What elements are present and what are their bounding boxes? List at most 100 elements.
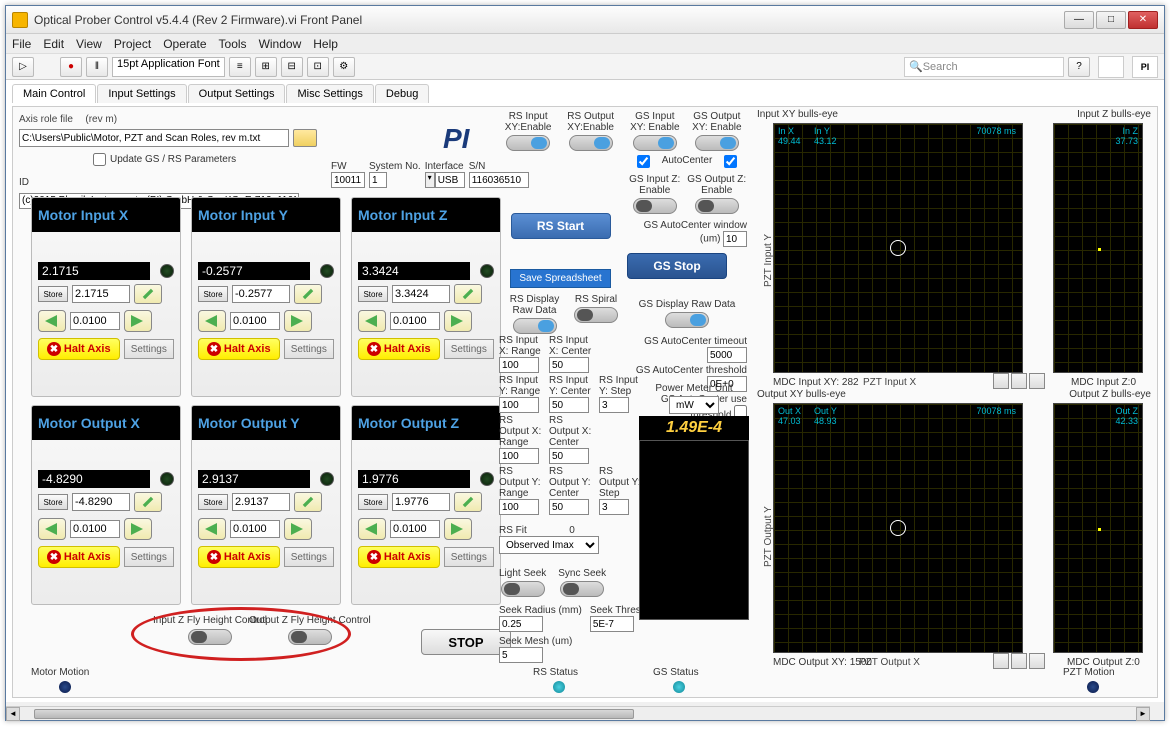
gs-ac-out-chk[interactable]	[724, 155, 737, 168]
stop-button[interactable]: STOP	[421, 629, 511, 655]
menu-edit[interactable]: Edit	[43, 37, 64, 51]
jog-right-button[interactable]	[444, 518, 472, 540]
font-selector[interactable]: 15pt Application Font	[112, 57, 225, 77]
halt-axis-button[interactable]: ✖Halt Axis	[38, 338, 120, 360]
menu-view[interactable]: View	[76, 37, 102, 51]
be-in-tool3[interactable]	[1029, 373, 1045, 389]
apply-icon[interactable]	[294, 492, 322, 512]
menu-operate[interactable]: Operate	[163, 37, 206, 51]
menu-project[interactable]: Project	[114, 37, 151, 51]
inz-fly-toggle[interactable]	[188, 629, 232, 645]
search-input[interactable]: 🔍 Search	[904, 57, 1064, 77]
rs-inx-c[interactable]	[549, 357, 589, 373]
rs-inx-r[interactable]	[499, 357, 539, 373]
jog-right-button[interactable]	[284, 310, 312, 332]
align-button-3[interactable]: ⊟	[281, 57, 303, 77]
store-button[interactable]: Store	[38, 494, 68, 510]
motor-settings-button[interactable]: Settings	[444, 339, 494, 359]
jog-left-button[interactable]	[198, 310, 226, 332]
be-out-tool2[interactable]	[1011, 653, 1027, 669]
motor-settings-button[interactable]: Settings	[284, 547, 334, 567]
jog-right-button[interactable]	[124, 310, 152, 332]
outz-fly-toggle[interactable]	[288, 629, 332, 645]
update-gs-rs-checkbox[interactable]	[93, 153, 106, 166]
rs-outx-c[interactable]	[549, 448, 589, 464]
motor-settings-button[interactable]: Settings	[124, 339, 174, 359]
motor-setpoint[interactable]	[232, 493, 290, 511]
maximize-button[interactable]: □	[1096, 11, 1126, 29]
gear-icon[interactable]: ⚙	[333, 57, 355, 77]
gs-outz-toggle[interactable]	[695, 198, 739, 214]
sync-seek-toggle[interactable]	[560, 581, 604, 597]
menu-window[interactable]: Window	[259, 37, 302, 51]
rs-iny-s[interactable]	[599, 397, 629, 413]
close-button[interactable]: ✕	[1128, 11, 1158, 29]
gs-acwin[interactable]	[723, 231, 747, 247]
motor-step[interactable]	[390, 520, 440, 538]
gs-inxy-toggle[interactable]	[633, 135, 677, 151]
rs-iny-c[interactable]	[549, 397, 589, 413]
rs-outy-s[interactable]	[599, 499, 629, 515]
apply-icon[interactable]	[454, 284, 482, 304]
tab-main-control[interactable]: Main Control	[12, 84, 96, 103]
jog-left-button[interactable]	[38, 518, 66, 540]
seek-t[interactable]	[590, 616, 634, 632]
gs-inz-toggle[interactable]	[633, 198, 677, 214]
seek-m[interactable]	[499, 647, 543, 663]
gs-disp-toggle[interactable]	[665, 312, 709, 328]
light-seek-toggle[interactable]	[501, 581, 545, 597]
halt-axis-button[interactable]: ✖Halt Axis	[198, 338, 280, 360]
halt-axis-button[interactable]: ✖Halt Axis	[198, 546, 280, 568]
apply-icon[interactable]	[294, 284, 322, 304]
browse-icon[interactable]	[293, 129, 317, 147]
motor-step[interactable]	[70, 312, 120, 330]
be-in-tool2[interactable]	[1011, 373, 1027, 389]
align-button-4[interactable]: ⊡	[307, 57, 329, 77]
seek-r[interactable]	[499, 616, 543, 632]
ifc-value[interactable]	[435, 172, 465, 188]
h-scrollbar[interactable]: ◄ ►	[6, 706, 1150, 720]
minimize-button[interactable]: —	[1064, 11, 1094, 29]
motor-setpoint[interactable]	[392, 285, 450, 303]
be-out-tool3[interactable]	[1029, 653, 1045, 669]
rs-iny-r[interactable]	[499, 397, 539, 413]
menu-tools[interactable]: Tools	[219, 37, 247, 51]
gs-stop-button[interactable]: GS Stop	[627, 253, 727, 279]
scroll-right-icon[interactable]: ►	[1136, 707, 1150, 721]
store-button[interactable]: Store	[358, 286, 388, 302]
jog-left-button[interactable]	[38, 310, 66, 332]
motor-setpoint[interactable]	[72, 285, 130, 303]
be-in-tool1[interactable]	[993, 373, 1009, 389]
menu-file[interactable]: File	[12, 37, 31, 51]
pause-button[interactable]: ‖	[86, 57, 108, 77]
motor-step[interactable]	[230, 312, 280, 330]
menu-help[interactable]: Help	[313, 37, 338, 51]
store-button[interactable]: Store	[358, 494, 388, 510]
store-button[interactable]: Store	[198, 286, 228, 302]
tab-input-settings[interactable]: Input Settings	[97, 84, 186, 103]
halt-axis-button[interactable]: ✖Halt Axis	[358, 546, 440, 568]
motor-step[interactable]	[230, 520, 280, 538]
run-button[interactable]: ▷	[12, 57, 34, 77]
pm-unit-select[interactable]: mW	[669, 396, 719, 414]
rs-outy-r[interactable]	[499, 499, 539, 515]
gs-outxy-toggle[interactable]	[695, 135, 739, 151]
halt-axis-button[interactable]: ✖Halt Axis	[38, 546, 120, 568]
scroll-left-icon[interactable]: ◄	[6, 707, 20, 721]
jog-right-button[interactable]	[284, 518, 312, 540]
help-button[interactable]: ?	[1068, 57, 1090, 77]
motor-setpoint[interactable]	[232, 285, 290, 303]
motor-settings-button[interactable]: Settings	[444, 547, 494, 567]
scroll-thumb[interactable]	[34, 709, 634, 719]
axis-role-path[interactable]	[19, 129, 289, 147]
motor-step[interactable]	[390, 312, 440, 330]
record-button[interactable]: ●	[60, 57, 82, 77]
motor-step[interactable]	[70, 520, 120, 538]
tab-debug[interactable]: Debug	[375, 84, 429, 103]
save-spreadsheet-button[interactable]: Save Spreadsheet	[510, 269, 610, 288]
rs-inxy-en-toggle[interactable]	[506, 135, 550, 151]
halt-axis-button[interactable]: ✖Halt Axis	[358, 338, 440, 360]
gs-ac-in-chk[interactable]	[637, 155, 650, 168]
be-out-tool1[interactable]	[993, 653, 1009, 669]
rs-outy-c[interactable]	[549, 499, 589, 515]
